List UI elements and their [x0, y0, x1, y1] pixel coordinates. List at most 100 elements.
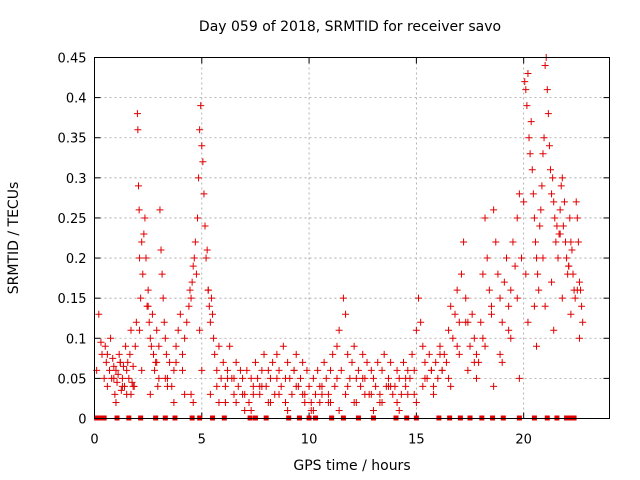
- data-point: [161, 374, 169, 382]
- data-point: [106, 366, 114, 374]
- data-point: [500, 278, 508, 286]
- data-point: [206, 318, 214, 326]
- data-point: [129, 382, 137, 390]
- data-point: [118, 374, 126, 382]
- data-point: [249, 382, 257, 390]
- data-point: [140, 230, 148, 238]
- data-point: [303, 366, 311, 374]
- y-tick-label: 0.2: [66, 252, 87, 267]
- data-point: [333, 342, 341, 350]
- x-axis-label: GPS time / hours: [293, 458, 410, 474]
- data-point: [367, 366, 375, 374]
- data-point: [196, 326, 204, 334]
- data-point: [194, 214, 201, 222]
- data-point: [464, 366, 472, 374]
- data-point: [198, 142, 206, 150]
- data-point: [384, 374, 392, 382]
- data-point: [210, 334, 218, 342]
- data-point: [477, 318, 485, 326]
- data-point: [539, 254, 547, 262]
- data-point: [299, 390, 307, 398]
- data-point: [148, 310, 156, 318]
- data-point: [188, 278, 196, 286]
- data-point: [155, 342, 163, 350]
- data-point: [125, 374, 133, 382]
- data-point: [279, 342, 287, 350]
- y-tick-label: 0.25: [58, 212, 87, 227]
- data-point: [393, 366, 401, 374]
- data-point: [457, 270, 465, 278]
- data-point: [324, 398, 332, 406]
- data-point: [558, 174, 566, 182]
- data-point: [146, 334, 154, 342]
- y-tick-label: 0.3: [66, 172, 87, 187]
- data-point: [146, 390, 154, 398]
- data-point: [284, 406, 292, 414]
- data-point: [254, 374, 262, 382]
- data-point: [490, 382, 498, 390]
- data-point: [112, 398, 120, 406]
- y-tick-label: 0.45: [58, 52, 87, 67]
- data-point: [135, 206, 143, 214]
- data-point: [376, 398, 384, 406]
- data-point: [172, 358, 180, 366]
- data-point: [496, 350, 504, 358]
- data-point: [181, 390, 189, 398]
- data-point: [320, 358, 328, 366]
- data-point: [554, 254, 562, 262]
- data-point: [150, 350, 158, 358]
- data-point: [307, 406, 315, 414]
- data-point: [101, 342, 109, 350]
- data-point: [243, 366, 251, 374]
- data-point: [132, 318, 140, 326]
- data-point: [161, 334, 169, 342]
- data-point: [578, 302, 586, 310]
- data-point: [536, 222, 544, 230]
- data-point: [487, 302, 495, 310]
- data-point: [372, 382, 380, 390]
- data-point: [567, 310, 575, 318]
- data-point: [507, 334, 515, 342]
- data-point: [224, 374, 232, 382]
- data-point: [138, 238, 146, 246]
- data-point: [331, 382, 339, 390]
- data-point: [153, 358, 161, 366]
- data-point: [221, 398, 229, 406]
- data-point: [563, 254, 571, 262]
- data-point: [155, 374, 163, 382]
- data-point: [537, 206, 545, 214]
- data-point: [348, 358, 356, 366]
- data-point: [129, 362, 137, 370]
- data-point: [232, 398, 240, 406]
- data-point: [481, 214, 489, 222]
- data-point: [410, 366, 418, 374]
- data-point: [200, 190, 208, 198]
- data-point: [162, 350, 170, 358]
- data-point: [163, 382, 171, 390]
- data-point: [550, 326, 558, 334]
- data-point: [206, 390, 214, 398]
- data-point: [134, 182, 142, 190]
- data-point: [127, 326, 135, 334]
- data-point: [144, 286, 152, 294]
- data-point: [186, 286, 194, 294]
- data-point: [492, 238, 500, 246]
- data-point: [436, 350, 444, 358]
- data-point: [432, 358, 440, 366]
- data-point: [344, 382, 352, 390]
- data-point: [346, 374, 354, 382]
- data-point: [569, 270, 577, 278]
- data-point: [217, 374, 225, 382]
- data-point: [158, 270, 166, 278]
- data-point: [176, 310, 184, 318]
- data-point: [115, 350, 123, 358]
- data-point: [462, 318, 470, 326]
- data-point: [455, 318, 463, 326]
- y-tick-label: 0.15: [58, 292, 87, 307]
- x-tick-label: 20: [515, 433, 532, 448]
- data-point: [147, 342, 155, 350]
- data-point: [191, 238, 199, 246]
- data-point: [455, 350, 463, 358]
- data-point: [118, 382, 126, 390]
